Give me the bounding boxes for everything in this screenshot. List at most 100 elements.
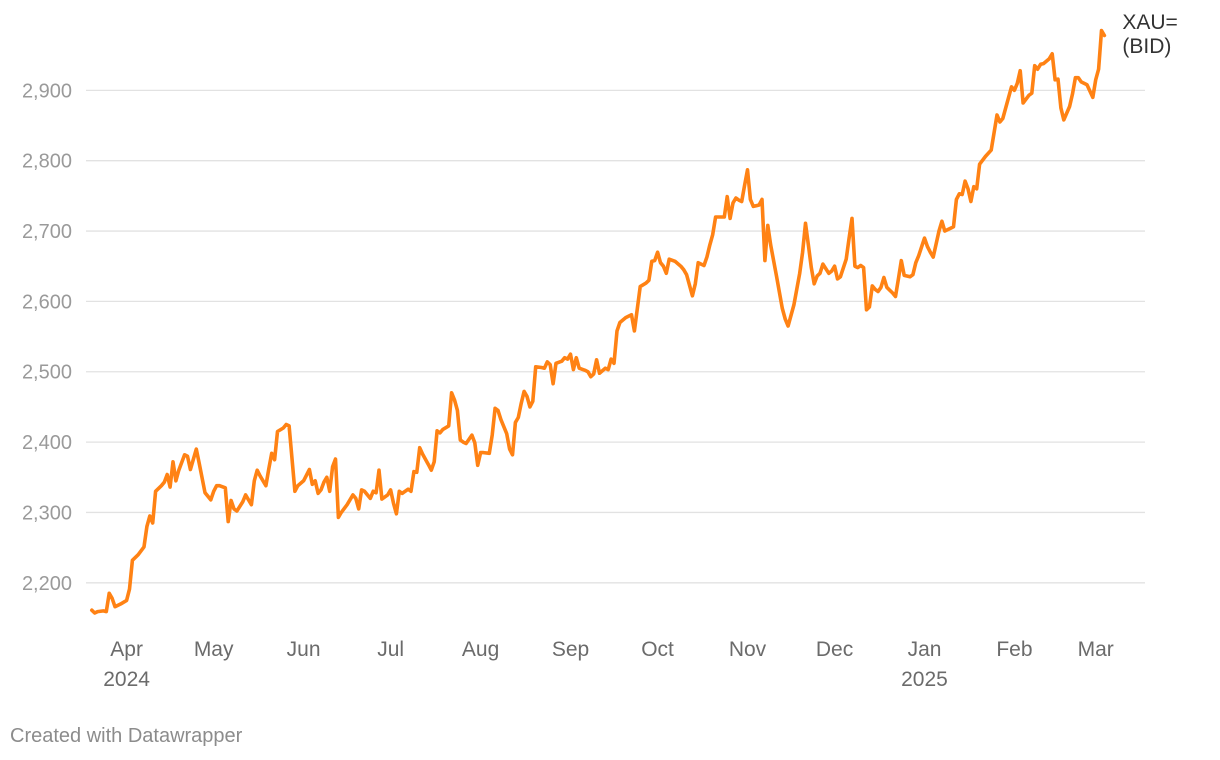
data-point [110, 597, 114, 600]
data-point [644, 281, 648, 285]
data-point [653, 259, 656, 262]
data-point [769, 243, 772, 247]
data-point [1039, 63, 1042, 66]
data-point [734, 196, 738, 200]
data-point [1051, 52, 1054, 55]
data-point [340, 511, 343, 514]
data-point [665, 272, 668, 275]
data-point [998, 120, 1002, 124]
data-point [604, 367, 607, 370]
data-point [96, 610, 99, 613]
series-line [90, 28, 1107, 615]
data-point [493, 407, 497, 410]
data-point [894, 295, 897, 298]
data-point [711, 233, 714, 236]
data-point [421, 452, 424, 456]
data-point [1085, 83, 1089, 86]
data-point [876, 290, 880, 293]
data-point [166, 473, 169, 476]
data-point [679, 265, 682, 268]
data-point [520, 402, 523, 405]
data-point [937, 229, 941, 233]
data-point [482, 451, 485, 454]
data-point [1091, 96, 1095, 99]
data-point [258, 474, 262, 478]
data-point [319, 488, 323, 492]
data-point [186, 455, 189, 458]
data-point [311, 483, 314, 486]
data-point [148, 514, 151, 518]
data-point [865, 308, 868, 311]
data-point [174, 479, 178, 482]
data-point [102, 609, 105, 613]
data-point [183, 453, 186, 456]
data-point [351, 493, 355, 497]
data-point [978, 163, 981, 166]
data-point [990, 148, 993, 152]
data-point [801, 251, 804, 254]
data-point [726, 195, 729, 198]
data-point [296, 484, 299, 487]
data-point [781, 307, 784, 310]
data-point [177, 469, 180, 472]
data-point [168, 485, 172, 489]
data-point [412, 470, 416, 473]
data-point [1097, 68, 1100, 71]
data-point [1074, 76, 1077, 79]
data-point [380, 497, 384, 501]
data-point [525, 395, 529, 398]
data-point [374, 491, 378, 494]
data-point [908, 275, 912, 278]
data-point [250, 503, 253, 506]
x-tick-label: Nov [729, 638, 767, 661]
data-point [572, 368, 575, 371]
data-point [546, 360, 549, 364]
data-point [917, 254, 920, 257]
data-point [760, 198, 764, 201]
data-point [151, 521, 154, 525]
data-point [522, 390, 526, 393]
y-tick-label: 2,500 [22, 362, 72, 384]
data-point [563, 356, 566, 359]
data-point [969, 200, 973, 203]
data-point [607, 368, 610, 371]
data-point [125, 599, 128, 602]
data-point [473, 441, 476, 444]
data-point [810, 266, 813, 269]
data-point [1059, 106, 1063, 110]
data-point [804, 222, 807, 225]
data-point [897, 277, 900, 281]
data-point [511, 453, 514, 456]
data-point [1042, 62, 1045, 65]
data-point [685, 273, 688, 276]
data-point [775, 274, 778, 278]
data-point [728, 217, 732, 220]
data-point [995, 113, 999, 117]
data-point [827, 272, 830, 275]
data-point [830, 269, 833, 273]
data-point [554, 362, 558, 365]
data-point [459, 438, 462, 442]
data-point [911, 273, 915, 276]
data-point [821, 262, 825, 266]
data-point [839, 275, 842, 278]
y-tick-label: 2,700 [22, 221, 72, 243]
data-point [784, 317, 787, 321]
data-point [746, 168, 749, 171]
data-point [862, 266, 865, 269]
data-point [354, 497, 357, 500]
data-point [1068, 105, 1071, 108]
data-point [119, 602, 123, 606]
data-point [287, 424, 291, 428]
data-point [90, 609, 94, 612]
data-point [1001, 117, 1004, 120]
data-point [963, 179, 967, 183]
data-point [549, 363, 552, 366]
y-tick-label: 2,600 [22, 291, 72, 313]
data-point [714, 215, 717, 219]
data-point [1019, 69, 1022, 72]
data-point [566, 357, 569, 361]
data-point [105, 610, 108, 613]
data-point [456, 409, 459, 412]
data-point [845, 258, 848, 261]
